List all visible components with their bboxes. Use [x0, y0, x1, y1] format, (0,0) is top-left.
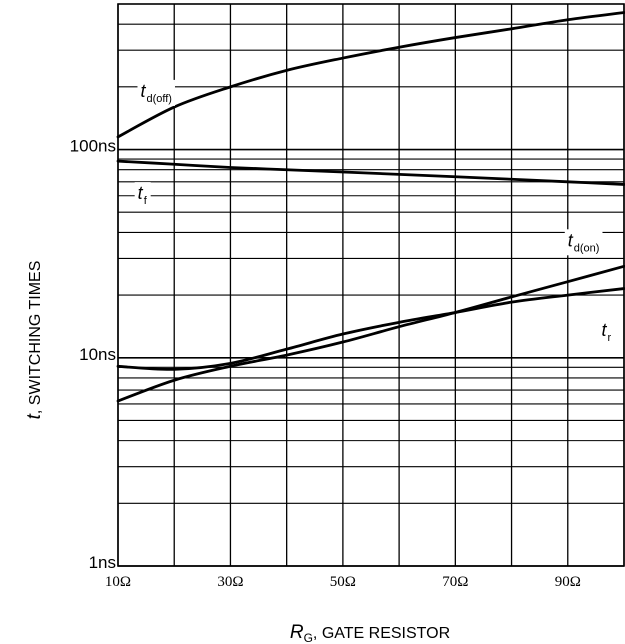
series-label-td(on): td(on): [568, 230, 600, 254]
x-tick-label: 50Ω: [330, 574, 356, 590]
series-line-tf: [116, 159, 625, 186]
curves: [116, 11, 625, 403]
x-tick-label: 10Ω: [105, 574, 131, 590]
curve-labels: td(off) tf td(on) tr: [138, 81, 612, 344]
series-line-tr: [116, 287, 625, 371]
series-label-bg: [134, 182, 151, 209]
series-label-tf: tf: [138, 183, 148, 207]
y-axis-symbol: t: [24, 413, 45, 419]
y-axis-text: , SWITCHING TIMES: [27, 261, 44, 414]
x-axis-text: , GATE RESISTOR: [313, 625, 450, 642]
series-label-bg: [137, 79, 175, 106]
y-tick-label: 10ns: [79, 345, 116, 364]
y-tick-label: 1ns: [89, 553, 116, 572]
plot-frame: [117, 3, 625, 567]
curve-label-backgrounds: [134, 79, 615, 346]
x-axis-subscript: G: [304, 631, 313, 644]
y-axis-label: t, SWITCHING TIMES: [24, 261, 45, 420]
x-axis-label: RG, GATE RESISTOR: [290, 622, 450, 644]
y-tick-label: 100ns: [70, 137, 116, 156]
x-axis-symbol: R: [290, 622, 304, 643]
series-label-bg: [564, 229, 603, 256]
grid: [117, 3, 625, 567]
x-tick-label: 90Ω: [555, 574, 581, 590]
series-line-td(off): [116, 11, 625, 139]
series-line-td(on): [116, 264, 625, 403]
y-tick-labels: 1ns 10ns 100ns: [70, 137, 116, 572]
x-tick-label: 70Ω: [442, 574, 468, 590]
series-label-td(off): td(off): [140, 81, 172, 105]
x-tick-labels: 10Ω 30Ω 50Ω 70Ω 90Ω: [105, 574, 581, 590]
x-tick-label: 30Ω: [217, 574, 243, 590]
series-label-bg: [598, 319, 615, 346]
series-label-tr: tr: [602, 320, 612, 344]
